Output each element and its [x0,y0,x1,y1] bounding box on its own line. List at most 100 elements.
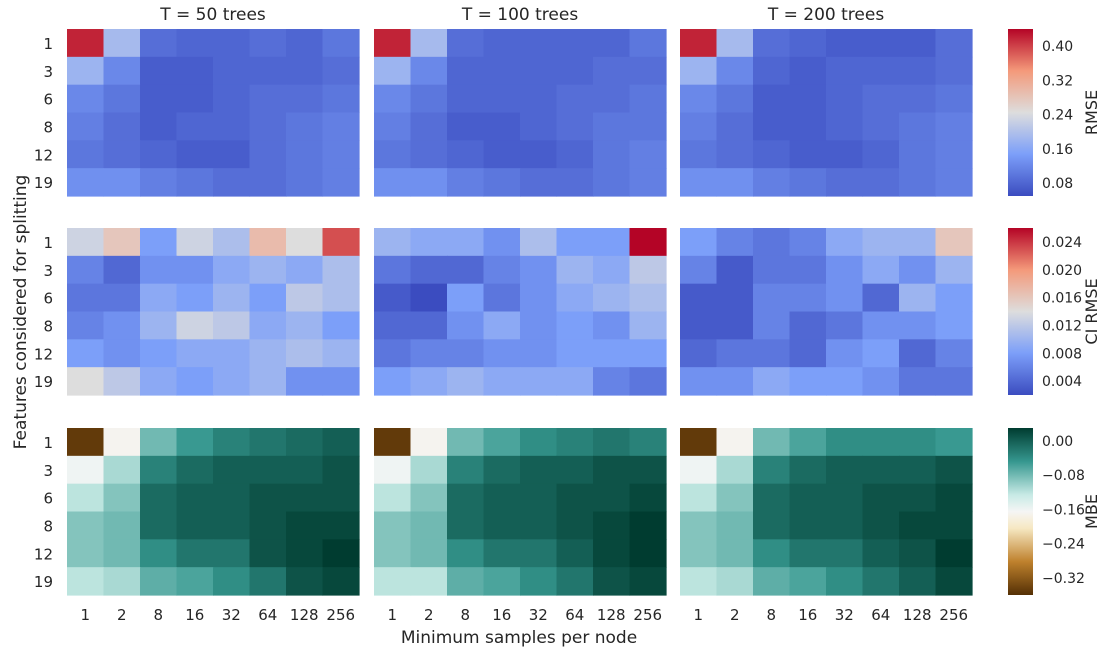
heatmap-cell [249,283,287,313]
heatmap-cell [286,29,324,58]
colorbar-tick-label: 0.40 [1042,39,1073,55]
heatmap-cell [103,367,141,396]
heatmap-cell [826,140,864,169]
heatmap-cell [753,567,791,596]
heatmap-cell [826,455,864,485]
heatmap-cell [103,29,141,58]
heatmap-cell [520,339,558,368]
heatmap-cell [556,483,594,513]
heatmap-cell [862,567,900,596]
x-tick-label: 16 [798,606,817,624]
heatmap-cell [483,367,521,396]
x-tick-label: 8 [460,606,470,624]
heatmap-cell [935,455,973,485]
heatmap-cell [176,483,214,513]
heatmap-cell [520,539,558,568]
heatmap-cell [753,455,791,485]
y-tick-label: 3 [43,63,53,81]
heatmap-cell [899,567,937,596]
x-tick-label: 1 [387,606,397,624]
heatmap-cell [103,511,141,540]
heatmap-cell [680,455,718,485]
heatmap-cell [249,428,287,457]
heatmap-cell [410,140,448,169]
heatmap-cell [520,84,558,114]
heatmap-cell [716,339,754,368]
heatmap-cell [140,483,178,513]
heatmap-cell [716,483,754,513]
heatmap-cell [483,168,521,197]
heatmap-cell [753,29,791,58]
heatmap-cell [483,29,521,58]
y-tick-label: 6 [43,490,53,508]
heatmap-cell [374,228,412,257]
heatmap-cell [374,112,412,141]
heatmap-cell [447,140,485,169]
heatmap-cell [374,339,412,368]
x-tick-label: 16 [492,606,511,624]
colorbar [1008,29,1033,196]
heatmap-cell [935,539,973,568]
heatmap-cell [556,367,594,396]
heatmap-cell [556,168,594,197]
heatmap-cell [286,311,324,340]
heatmap-cell [103,539,141,568]
heatmap-cell [826,428,864,457]
heatmap-cell [629,567,667,596]
heatmap-cell [483,539,521,568]
heatmap-cell [374,539,412,568]
heatmap-cell [410,283,448,313]
heatmap-cell [67,483,105,513]
heatmap-cell [680,140,718,169]
heatmap-cell [935,567,973,596]
heatmap-cell [374,255,412,285]
heatmap-cell [410,483,448,513]
heatmap-cell [447,112,485,141]
heatmap-cell [935,84,973,114]
axis-labels: T = 50 trees T = 100 trees T = 200 trees 1 3… [34,5,968,624]
heatmap-cell [67,29,105,58]
y-tick-label: 19 [34,573,53,591]
heatmap-cell [249,539,287,568]
heatmap-cell [322,283,360,313]
heatmap-cell [593,84,631,114]
y-tick-label: 12 [34,545,53,563]
heatmap-cell [249,339,287,368]
heatmap-cell [410,567,448,596]
heatmap-cell [716,283,754,313]
heatmap-cell [447,283,485,313]
heatmap-cell [935,483,973,513]
heatmap-cell [322,567,360,596]
heatmap-cell [680,283,718,313]
heatmap-cell [680,84,718,114]
heatmap-cell [286,140,324,169]
heatmap-cell [213,255,251,285]
heatmap-cell [103,228,141,257]
y-tick-label: 8 [43,317,53,335]
heatmap-cell [410,56,448,86]
colorbar-label: CI RMSE [1082,278,1099,344]
heatmap-panel [67,228,360,396]
heatmap-cell [103,428,141,457]
heatmap-cell [447,511,485,540]
y-tick-label: 19 [34,174,53,192]
heatmap-grid [67,29,973,596]
heatmap-cell [753,539,791,568]
heatmap-cell [374,56,412,86]
heatmap-cell [103,455,141,485]
heatmap-cell [556,455,594,485]
heatmap-cell [140,283,178,313]
heatmap-cell [556,311,594,340]
heatmap-cell [286,339,324,368]
heatmap-cell [556,428,594,457]
heatmap-cell [447,84,485,114]
heatmap-cell [935,29,973,58]
colorbar-tick-label: 0.012 [1042,318,1082,334]
heatmap-cell [249,311,287,340]
heatmap-cell [753,311,791,340]
heatmap-cell [410,455,448,485]
heatmap-cell [789,539,827,568]
heatmap-cell [374,428,412,457]
heatmap-cell [862,168,900,197]
heatmap-cell [680,483,718,513]
